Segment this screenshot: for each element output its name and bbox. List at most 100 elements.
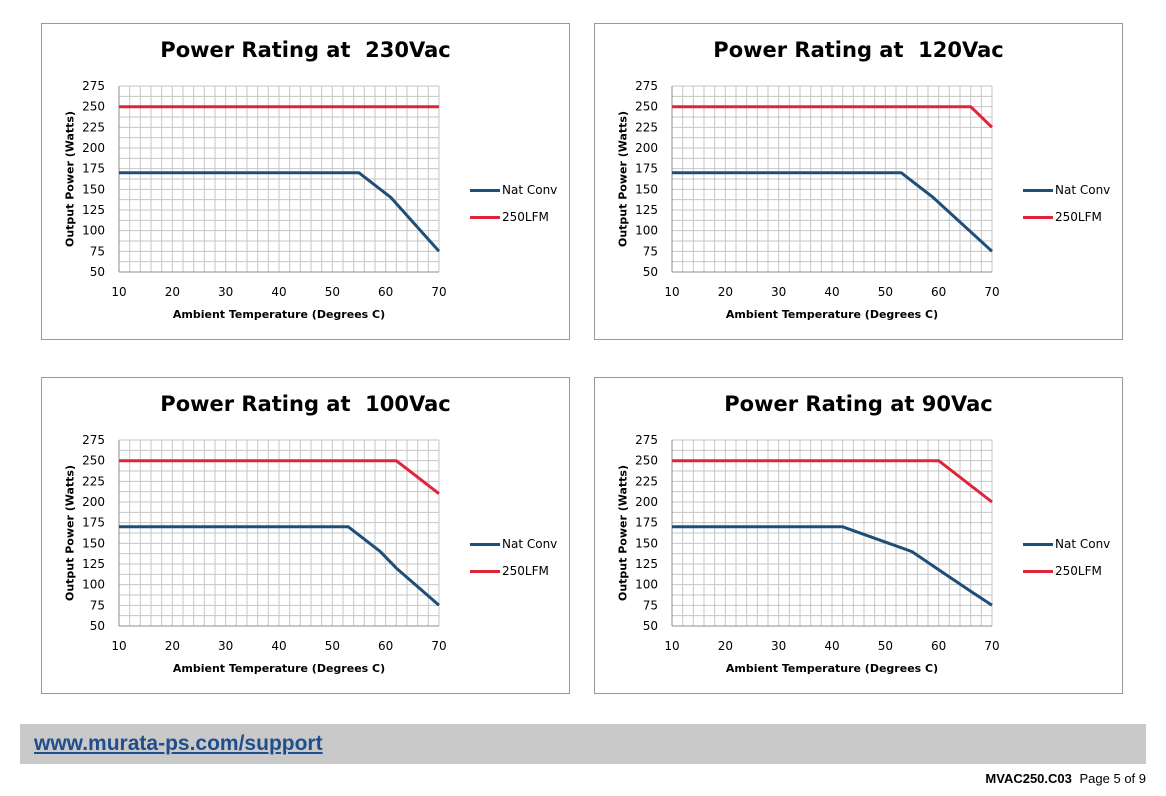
y-tick-label: 200: [82, 495, 105, 509]
x-tick-label: 60: [931, 285, 946, 299]
y-tick-label: 175: [635, 162, 658, 176]
y-tick-label: 50: [90, 265, 105, 279]
chart-title: Power Rating at 100Vac: [160, 392, 451, 416]
x-tick-label: 60: [931, 639, 946, 653]
y-tick-label: 250: [82, 100, 105, 114]
y-tick-label: 225: [82, 474, 105, 488]
x-tick-label: 70: [431, 639, 446, 653]
y-tick-label: 175: [82, 516, 105, 530]
chart-panel: 50 75 100 125 150 175 200 225 250 275 10 20 30 40 50 60…: [41, 377, 570, 694]
y-tick-label: 100: [82, 578, 105, 592]
chart-panel: 50 75 100 125 150 175 200 225 250 275 10 20 30 40 50 60…: [41, 23, 570, 340]
x-tick-label: 40: [824, 639, 839, 653]
legend-item: 250LFM: [1023, 562, 1110, 580]
series-line: [672, 459, 993, 504]
chart-legend: Nat Conv 250LFM: [1023, 181, 1110, 235]
x-tick-label: 50: [325, 285, 340, 299]
y-tick-label: 200: [635, 495, 658, 509]
series-line: [672, 105, 994, 129]
y-tick-label: 200: [82, 141, 105, 155]
y-tick-label: 275: [82, 433, 105, 447]
x-tick-label: 20: [165, 285, 180, 299]
y-tick-label: 100: [635, 578, 658, 592]
y-tick-label: 75: [643, 598, 658, 612]
chart-title: Power Rating at 120Vac: [713, 38, 1004, 62]
legend-swatch: [470, 215, 500, 219]
legend-swatch: [470, 188, 500, 192]
legend-label: Nat Conv: [502, 183, 558, 197]
chart-panel: 50 75 100 125 150 175 200 225 250 275 10 20 30 40 50 60…: [594, 23, 1123, 340]
y-tick-label: 175: [82, 162, 105, 176]
x-axis-label: Ambient Temperature (Degrees C): [725, 662, 939, 675]
series-line: [119, 171, 441, 253]
y-tick-label: 275: [82, 79, 105, 93]
document-id: MVAC250.C03: [985, 771, 1072, 786]
x-tick-label: 50: [878, 285, 893, 299]
x-tick-label: 70: [431, 285, 446, 299]
x-tick-label: 40: [271, 639, 286, 653]
legend-swatch: [1023, 215, 1053, 219]
y-tick-label: 75: [643, 244, 658, 258]
legend-swatch: [1023, 569, 1053, 573]
x-tick-label: 50: [878, 639, 893, 653]
y-tick-label: 125: [82, 557, 105, 571]
x-tick-label: 20: [718, 639, 733, 653]
legend-swatch: [1023, 542, 1053, 546]
y-tick-label: 75: [90, 244, 105, 258]
y-tick-label: 125: [635, 557, 658, 571]
x-tick-label: 20: [165, 639, 180, 653]
x-tick-label: 10: [664, 639, 679, 653]
y-tick-label: 125: [635, 203, 658, 217]
legend-item: Nat Conv: [1023, 181, 1110, 199]
y-tick-label: 275: [635, 79, 658, 93]
x-tick-label: 40: [271, 285, 286, 299]
y-tick-label: 250: [635, 454, 658, 468]
x-tick-label: 60: [378, 285, 393, 299]
y-tick-label: 250: [82, 454, 105, 468]
y-tick-label: 150: [635, 536, 658, 550]
x-tick-label: 40: [824, 285, 839, 299]
y-tick-label: 275: [635, 433, 658, 447]
legend-item: 250LFM: [470, 562, 557, 580]
x-tick-label: 10: [111, 639, 126, 653]
chart-svg: 50 75 100 125 150 175 200 225 250 275 10 20 30 40 50 60…: [82, 433, 447, 653]
y-tick-label: 175: [635, 516, 658, 530]
x-tick-label: 10: [111, 285, 126, 299]
y-tick-label: 100: [635, 224, 658, 238]
y-tick-label: 225: [82, 120, 105, 134]
x-tick-label: 50: [325, 639, 340, 653]
support-link[interactable]: www.murata-ps.com/support: [34, 732, 323, 755]
chart-svg: 50 75 100 125 150 175 200 225 250 275 10 20 30 40 50 60…: [82, 79, 447, 299]
x-tick-label: 30: [218, 639, 233, 653]
y-tick-label: 225: [635, 120, 658, 134]
y-tick-label: 50: [90, 619, 105, 633]
y-tick-label: 225: [635, 474, 658, 488]
y-tick-label: 200: [635, 141, 658, 155]
x-tick-label: 30: [218, 285, 233, 299]
y-tick-label: 100: [82, 224, 105, 238]
series-line: [672, 525, 993, 607]
series-line: [119, 459, 440, 495]
y-tick-label: 75: [90, 598, 105, 612]
x-tick-label: 60: [378, 639, 393, 653]
legend-label: 250LFM: [502, 564, 549, 578]
legend-item: Nat Conv: [470, 181, 557, 199]
chart-title: Power Rating at 230Vac: [160, 38, 451, 62]
y-tick-label: 150: [635, 182, 658, 196]
chart-panel: 50 75 100 125 150 175 200 225 250 275 10 20 30 40 50 60…: [594, 377, 1123, 694]
chart-svg: 50 75 100 125 150 175 200 225 250 275 10 20 30 40 50 60…: [635, 433, 1000, 653]
x-tick-label: 30: [771, 639, 786, 653]
legend-label: Nat Conv: [1055, 183, 1111, 197]
legend-item: Nat Conv: [470, 535, 557, 553]
legend-label: Nat Conv: [502, 537, 558, 551]
page-footer: MVAC250.C03 Page 5 of 9: [985, 771, 1146, 786]
legend-label: Nat Conv: [1055, 537, 1111, 551]
y-tick-label: 50: [643, 265, 658, 279]
page-number: Page 5 of 9: [1079, 771, 1147, 786]
x-axis-label: Ambient Temperature (Degrees C): [172, 662, 386, 675]
y-tick-label: 150: [82, 182, 105, 196]
y-axis-label: Output Power (Watts): [616, 110, 630, 248]
y-axis-label: Output Power (Watts): [63, 464, 77, 602]
legend-item: Nat Conv: [1023, 535, 1110, 553]
series-line: [672, 171, 994, 253]
